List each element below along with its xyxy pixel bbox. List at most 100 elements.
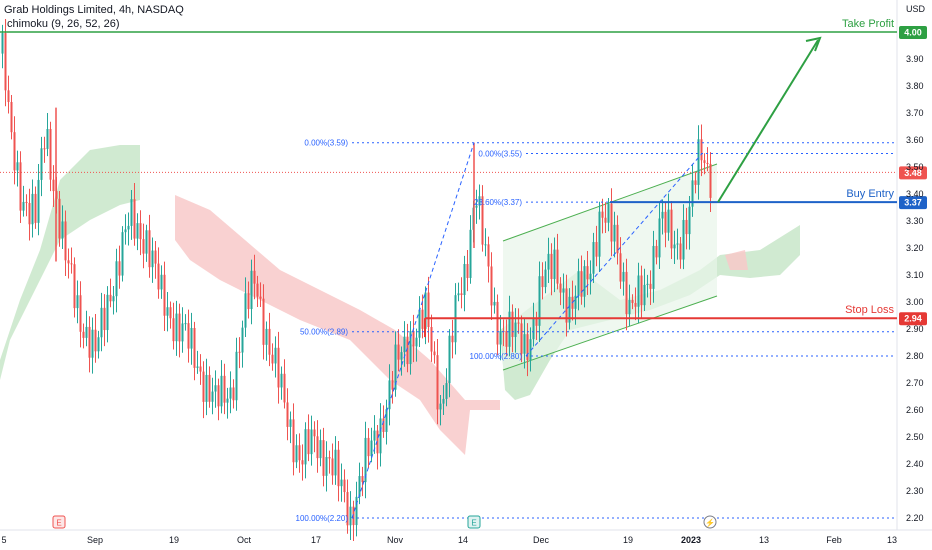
candle-body [448, 335, 451, 384]
candle-body [616, 224, 619, 254]
candle-body [349, 506, 352, 526]
candle-body [655, 245, 658, 258]
candle-body [250, 270, 253, 310]
candle-body [697, 139, 700, 185]
candle-body [451, 335, 454, 343]
candle-body [361, 476, 364, 483]
candle-body [262, 298, 265, 345]
last-price-text: 3.48 [904, 168, 922, 178]
candle-body [385, 409, 388, 432]
y-tick-label: 2.80 [906, 351, 924, 361]
candle-body [643, 284, 646, 306]
x-tick-label: 14 [458, 535, 468, 545]
candle-body [109, 294, 112, 302]
projection-arrow [717, 39, 819, 203]
candle-body [634, 302, 637, 307]
candle-body [295, 445, 298, 463]
fib-trend-1 [351, 142, 475, 519]
candle-body [16, 162, 19, 171]
candle-body [352, 506, 355, 526]
candle-body [358, 476, 361, 497]
earnings-event-icon[interactable] [52, 515, 66, 529]
candle-body [517, 322, 520, 324]
candle-body [457, 293, 460, 296]
candle-body [520, 323, 523, 354]
candle-body [514, 322, 517, 337]
candle-body [34, 193, 37, 223]
y-tick-label: 2.30 [906, 486, 924, 496]
candle-body [301, 460, 304, 465]
candle-body [73, 264, 76, 309]
candle-body [136, 223, 139, 239]
candle-body [226, 398, 229, 403]
candle-body [178, 313, 181, 342]
candle-body [223, 375, 226, 403]
projection-arrowhead [805, 36, 822, 52]
candle-body [550, 253, 553, 280]
candle-body [325, 457, 328, 476]
candle-body [67, 260, 70, 264]
candle-body [406, 336, 409, 365]
candle-body [694, 180, 697, 185]
candle-body [28, 203, 31, 225]
candle-body [199, 366, 202, 372]
candle-body [382, 418, 385, 432]
candle-body [373, 430, 376, 441]
candle-body [133, 199, 136, 239]
candle-body [496, 301, 499, 345]
candle-body [268, 328, 271, 355]
candle-body [682, 219, 685, 260]
y-tick-label: 3.20 [906, 243, 924, 253]
candle-body [658, 218, 661, 258]
candle-body [631, 299, 634, 303]
candle-body [58, 198, 61, 239]
candle-body [145, 230, 148, 254]
candle-body [436, 355, 439, 410]
candle-body [610, 203, 613, 242]
candle-body [346, 492, 349, 526]
candle-body [484, 244, 487, 246]
candle-body [106, 294, 109, 331]
dividend-event-icon[interactable] [703, 515, 717, 529]
candle-body [592, 242, 595, 274]
candle-body [670, 209, 673, 249]
indicator-label: Ichimoku (9, 26, 52, 26) [4, 18, 120, 30]
candle-body [220, 375, 223, 407]
candle-body [241, 327, 244, 353]
event-label: E [56, 519, 61, 528]
candle-body [412, 331, 415, 347]
earnings-event-icon[interactable] [467, 515, 481, 529]
candle-body [274, 347, 277, 364]
candle-body [238, 351, 241, 353]
candle-body [208, 374, 211, 402]
y-tick-label: 2.60 [906, 405, 924, 415]
candle-body [253, 270, 256, 284]
candle-body [271, 354, 274, 364]
channel-fill [503, 164, 717, 370]
candle-body [607, 203, 610, 223]
candle-body [388, 380, 391, 410]
candle-body [229, 387, 232, 399]
candle-body [169, 307, 172, 319]
cloud-bullish [500, 225, 800, 400]
y-tick-label: 3.40 [906, 189, 924, 199]
candle-body [205, 374, 208, 402]
candle-body [553, 249, 556, 280]
candle-body [649, 283, 652, 289]
fib-label-1: 50.00%(2.89) [300, 328, 348, 337]
candle-body [478, 196, 481, 206]
candle-body [202, 371, 205, 402]
candle-body [340, 479, 343, 487]
candle-body [172, 318, 175, 342]
candle-body [403, 336, 406, 353]
candle-body [646, 283, 649, 285]
candle-body [439, 403, 442, 410]
y-tick-label: 3.60 [906, 135, 924, 145]
candle-body [415, 337, 418, 347]
x-tick-label: Dec [533, 535, 550, 545]
candle-body [391, 380, 394, 390]
candle-body [370, 440, 373, 457]
candle-body [190, 327, 193, 349]
candle-body [283, 373, 286, 403]
